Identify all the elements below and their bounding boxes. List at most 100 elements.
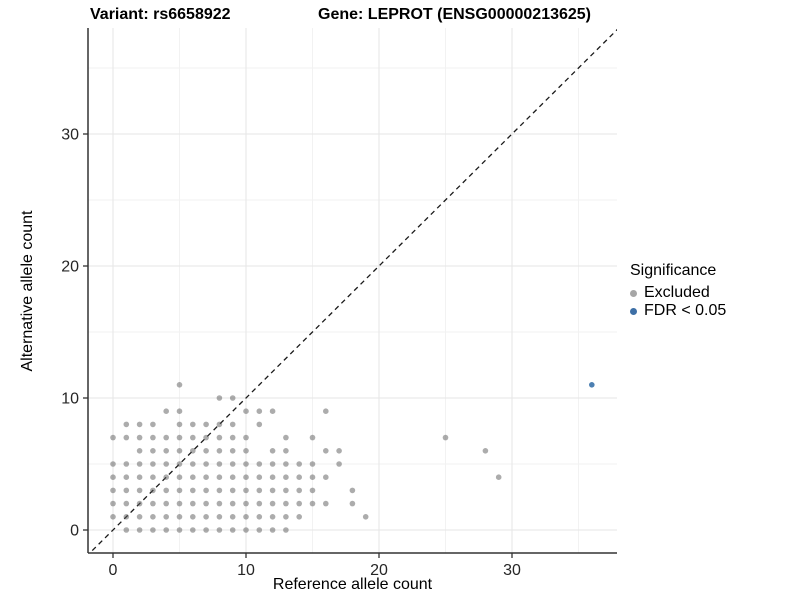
data-point-excluded [176,382,183,388]
data-point-excluded [176,448,183,454]
axis-ticks [83,133,513,558]
data-point-excluded [190,434,196,441]
data-point-excluded [190,500,196,507]
data-point-excluded [176,461,183,467]
data-point-excluded [269,461,276,467]
data-point-excluded [203,448,209,454]
data-point-excluded [309,474,316,481]
data-point-excluded [229,500,236,507]
data-point-excluded [190,461,196,467]
data-point-excluded [136,448,143,454]
data-point-excluded [309,487,316,494]
data-point-excluded [283,461,289,467]
data-point-excluded [163,487,169,494]
data-point-excluded [216,395,223,401]
data-point-excluded [216,500,223,507]
data-point-excluded [229,461,236,467]
data-point-excluded [256,487,263,494]
gene-title: Gene: LEPROT (ENSG00000213625) [318,6,592,23]
data-point-excluded [150,487,156,494]
major-gridlines [88,28,617,553]
identity-dashed-line [88,28,617,553]
data-point-excluded [136,514,143,520]
data-point-excluded [323,474,329,481]
variant-title: Variant: rs6658922 [90,6,231,23]
data-point-excluded [123,421,130,428]
legend-item-label: Excluded [644,284,710,301]
data-point-excluded [176,434,183,441]
data-point-excluded [190,527,196,533]
data-point-excluded [482,448,489,454]
data-point-excluded [229,448,236,454]
data-point-excluded [190,421,196,428]
data-point-excluded [256,421,263,428]
data-point-excluded [163,474,169,481]
data-point-excluded [176,514,183,520]
data-point-excluded [442,434,449,441]
data-point-excluded [216,527,223,533]
data-point-excluded [243,487,249,494]
data-point-excluded [136,474,143,481]
data-point-excluded [323,408,329,415]
data-point-excluded [229,434,236,441]
data-point-excluded [296,500,303,507]
data-point-excluded [150,500,156,507]
data-point-excluded [123,514,130,520]
legend-title: Significance [630,262,717,279]
data-point-excluded [203,487,209,494]
data-point-excluded [256,527,263,533]
data-point-excluded [256,500,263,507]
data-point-excluded [190,448,196,454]
data-point-excluded [110,461,116,467]
data-point-excluded [216,487,223,494]
data-point-excluded [216,514,223,520]
data-point-excluded [243,434,249,441]
data-point-excluded [176,474,183,481]
data-point-excluded [163,514,169,520]
identity-line [88,28,617,553]
data-point-excluded [216,434,223,441]
data-point-excluded [150,527,156,533]
data-point-excluded [163,527,169,533]
data-point-excluded [203,474,209,481]
data-point-excluded [110,500,116,507]
data-point-excluded [256,514,263,520]
data-point-excluded [136,527,143,533]
data-point-excluded [495,474,502,481]
data-point-excluded [203,461,209,467]
data-point-excluded [123,434,130,441]
data-point-excluded [123,461,130,467]
data-point-excluded [110,487,116,494]
data-point-excluded [269,500,276,507]
data-point-excluded [190,487,196,494]
data-point-excluded [349,487,356,494]
data-point-excluded [136,487,143,494]
data-point-excluded [309,434,316,441]
data-point-excluded [269,408,276,415]
x-tick-label: 0 [109,562,118,579]
data-point-excluded [203,527,209,533]
data-point-excluded [256,461,263,467]
data-point-excluded [216,421,223,428]
data-point-excluded [110,434,116,441]
data-point-excluded [150,448,156,454]
data-point-excluded [283,487,289,494]
data-point-excluded [336,448,342,454]
data-point-excluded [229,395,236,401]
y-tick-label: 10 [61,391,79,408]
minor-gridlines [88,28,617,553]
data-point-excluded [229,514,236,520]
data-point-excluded [256,408,263,415]
x-axis-title: Reference allele count [272,576,433,593]
data-point-excluded [216,448,223,454]
data-point-excluded [150,514,156,520]
y-axis-title: Alternative allele count [19,210,36,372]
data-point-excluded [336,461,342,467]
data-point-excluded [229,527,236,533]
data-point-excluded [110,514,116,520]
data-point-excluded [243,527,249,533]
data-point-excluded [136,434,143,441]
data-point-excluded [176,408,183,415]
